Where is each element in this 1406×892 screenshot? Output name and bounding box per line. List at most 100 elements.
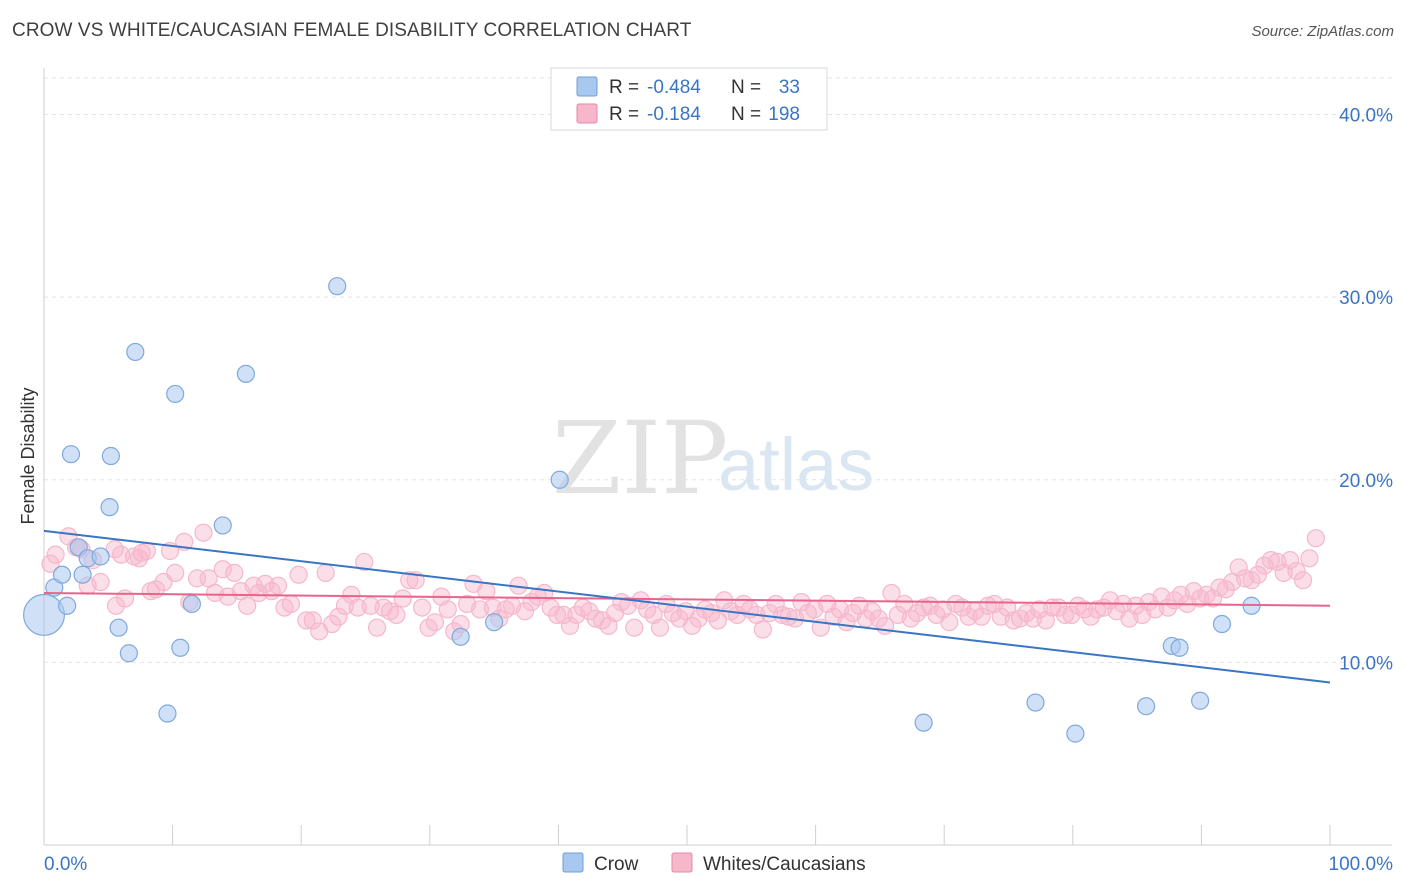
white-point bbox=[515, 602, 535, 621]
legend-swatch-white bbox=[576, 103, 598, 124]
white-point bbox=[1293, 571, 1313, 590]
white-point bbox=[400, 571, 419, 590]
legend-r-value-crow: -0.484 bbox=[647, 77, 701, 98]
crow-point bbox=[550, 470, 569, 489]
crow-point bbox=[101, 446, 120, 466]
white-point bbox=[580, 602, 599, 621]
crow-point bbox=[1066, 724, 1085, 743]
watermark-zip: ZIP bbox=[552, 400, 728, 517]
crow-point bbox=[1191, 691, 1210, 710]
legend-box: R = -0.484 N = 33 R = -0.184 N = 198 bbox=[550, 67, 828, 131]
y-tick-label: 40.0% bbox=[1339, 106, 1393, 127]
white-point bbox=[41, 554, 60, 573]
white-point bbox=[115, 589, 135, 608]
white-point bbox=[281, 594, 301, 614]
bottom-legend-swatch-white bbox=[671, 852, 693, 873]
white-point bbox=[91, 572, 110, 592]
legend-r-value-white: -0.184 bbox=[647, 104, 701, 125]
white-point bbox=[869, 609, 888, 628]
white-point bbox=[387, 605, 406, 625]
crow-point bbox=[451, 627, 470, 646]
white-trend-line bbox=[43, 591, 1331, 607]
white-point bbox=[753, 620, 772, 639]
crow-point bbox=[58, 596, 77, 615]
crow-point bbox=[485, 613, 504, 632]
y-axis-title: Female Disability bbox=[18, 387, 38, 524]
crow-point bbox=[171, 638, 190, 657]
crow-point bbox=[91, 547, 110, 566]
crow-point bbox=[236, 364, 256, 383]
legend-r-label-white: R = bbox=[609, 104, 639, 125]
legend-n-label-crow: N = bbox=[731, 77, 761, 98]
legend-n-value-white: 198 bbox=[768, 104, 800, 125]
white-point bbox=[393, 589, 412, 608]
white-point bbox=[1261, 551, 1280, 570]
legend-n-value-crow: 33 bbox=[779, 77, 800, 98]
crow-points bbox=[23, 277, 1261, 743]
white-point bbox=[322, 614, 342, 634]
white-point bbox=[268, 576, 288, 595]
bottom-legend-label-crow: Crow bbox=[594, 854, 639, 875]
trend-lines bbox=[43, 529, 1331, 684]
legend-n-label-white: N = bbox=[731, 104, 761, 125]
white-point bbox=[1229, 558, 1248, 577]
white-point bbox=[554, 605, 573, 625]
white-point bbox=[940, 613, 959, 632]
white-point bbox=[355, 552, 374, 572]
white-point bbox=[1216, 580, 1235, 599]
white-point bbox=[367, 618, 387, 637]
white-point bbox=[1203, 589, 1223, 608]
x-tick-label: 0.0% bbox=[44, 854, 87, 875]
legend-swatch-crow bbox=[576, 76, 598, 97]
bottom-legend-swatch-crow bbox=[562, 852, 584, 873]
y-tick-label: 20.0% bbox=[1339, 471, 1393, 492]
white-point bbox=[1088, 600, 1107, 619]
white-point bbox=[438, 600, 457, 619]
x-tick-labels: 0.0% 100.0% bbox=[44, 854, 1393, 875]
crow-point bbox=[52, 565, 72, 584]
y-tick-label: 30.0% bbox=[1339, 288, 1393, 309]
white-point bbox=[548, 605, 567, 625]
white-point bbox=[1287, 561, 1306, 581]
white-point bbox=[1306, 529, 1325, 548]
crow-point bbox=[1137, 697, 1156, 716]
axes bbox=[43, 68, 1392, 846]
chart-title: CROW VS WHITE/CAUCASIAN FEMALE DISABILIT… bbox=[12, 20, 692, 41]
crow-point bbox=[126, 342, 145, 362]
crow-point bbox=[166, 384, 185, 404]
crow-point bbox=[914, 713, 933, 732]
crow-point bbox=[1170, 638, 1189, 657]
crow-point bbox=[213, 516, 232, 535]
white-point bbox=[137, 541, 156, 561]
x-tick-label: 100.0% bbox=[1329, 854, 1394, 875]
white-point bbox=[1248, 565, 1268, 584]
white-point bbox=[194, 523, 213, 542]
white-point bbox=[316, 563, 335, 582]
crow-point bbox=[23, 593, 65, 636]
white-point bbox=[303, 611, 322, 630]
crow-point bbox=[73, 565, 92, 584]
white-point bbox=[213, 560, 232, 579]
white-point bbox=[1075, 600, 1094, 619]
white-point bbox=[1055, 605, 1075, 625]
white-points bbox=[41, 523, 1325, 641]
white-point bbox=[412, 598, 432, 617]
white-point bbox=[560, 616, 580, 635]
white-point bbox=[863, 602, 882, 621]
white-point bbox=[972, 607, 991, 626]
y-tick-labels: 10.0% 20.0% 30.0% 40.0% bbox=[1339, 106, 1393, 675]
white-point bbox=[1081, 607, 1100, 626]
white-point bbox=[625, 618, 644, 637]
white-point bbox=[650, 618, 670, 637]
white-point bbox=[46, 545, 65, 564]
white-point bbox=[1300, 549, 1319, 568]
source-attribution: Source: ZipAtlas.com bbox=[1251, 23, 1394, 40]
white-point bbox=[708, 611, 727, 630]
crow-point bbox=[328, 277, 347, 296]
white-point bbox=[683, 616, 702, 635]
legend-r-label-crow: R = bbox=[609, 77, 639, 98]
white-point bbox=[289, 565, 308, 584]
crow-point bbox=[1026, 693, 1045, 712]
white-point bbox=[425, 613, 445, 632]
